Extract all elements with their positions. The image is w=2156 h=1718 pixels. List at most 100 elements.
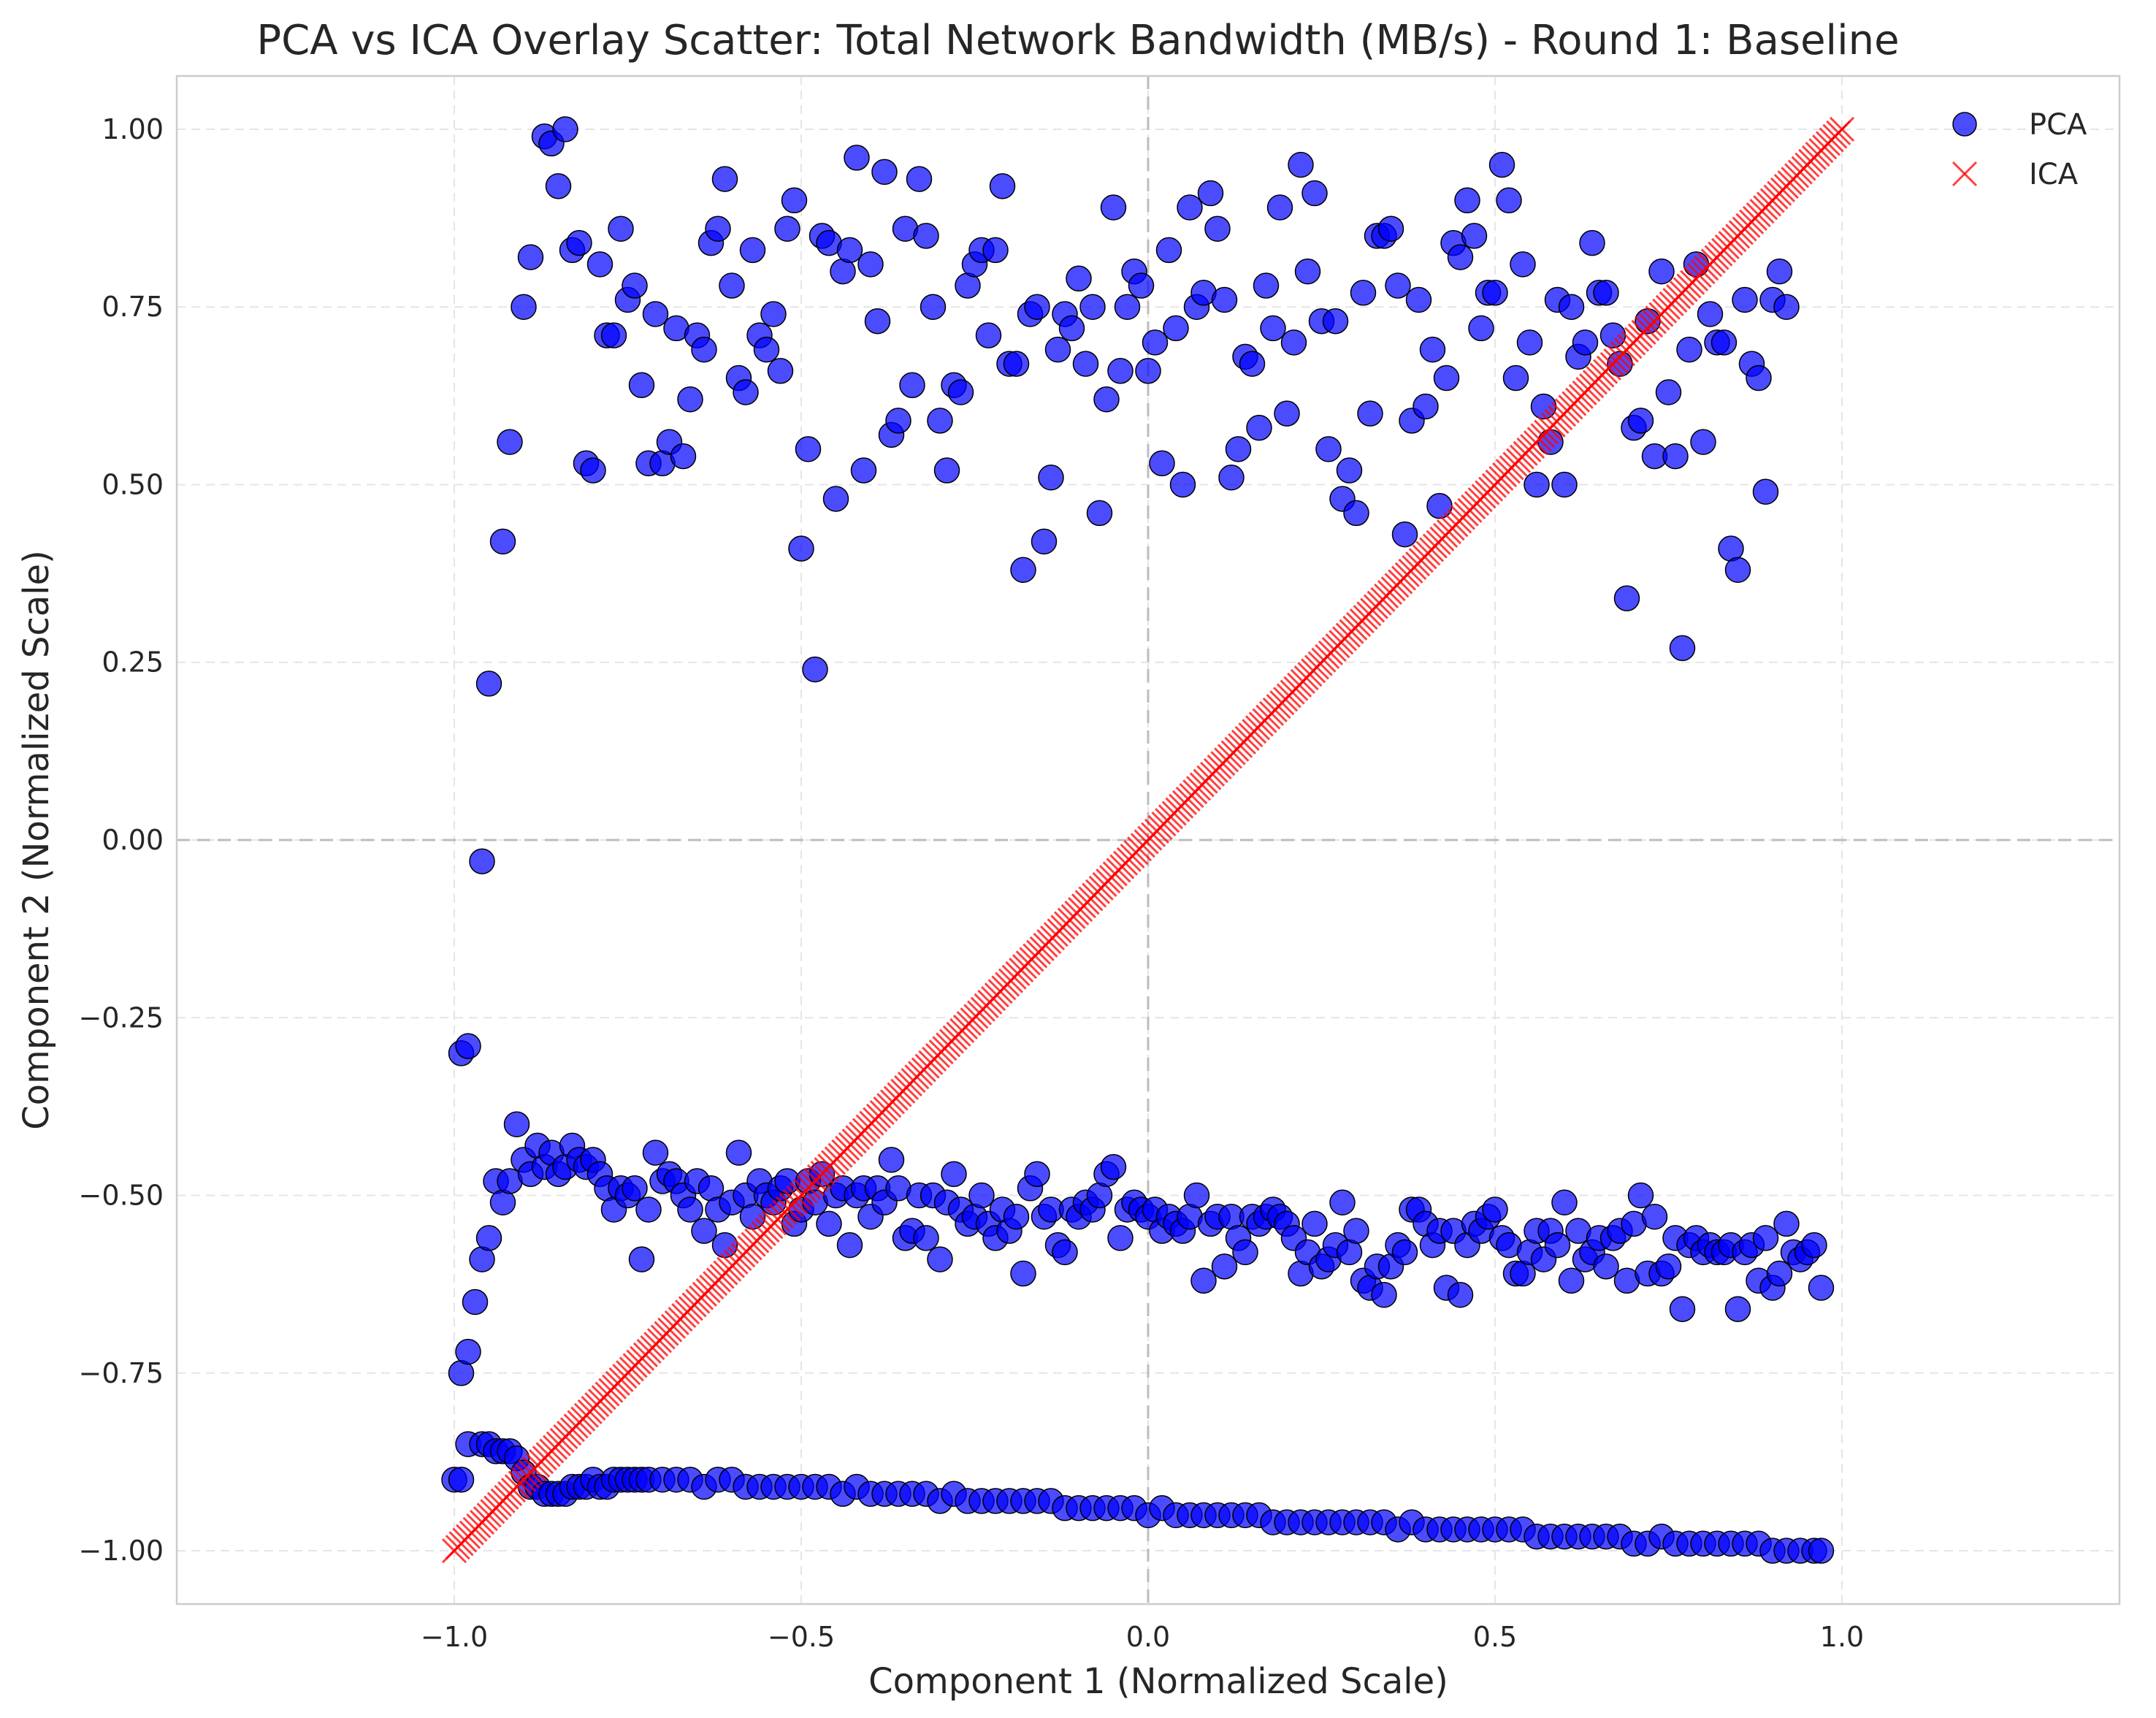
y-tick-label: 0.25 — [102, 646, 164, 679]
pca-point — [1627, 408, 1654, 434]
pca-point — [1024, 294, 1050, 320]
pca-point — [941, 1161, 967, 1188]
legend-ica-label: ICA — [2029, 158, 2079, 191]
pca-point — [795, 436, 822, 462]
pca-point — [1558, 1267, 1585, 1294]
pca-point — [760, 301, 787, 327]
pca-point — [1405, 286, 1432, 313]
pca-point — [1100, 194, 1127, 221]
pca-point — [788, 535, 814, 562]
pca-point — [1301, 1210, 1328, 1237]
y-tick-label: −1.00 — [79, 1535, 164, 1567]
pca-point — [1357, 400, 1383, 427]
pca-point — [489, 528, 516, 555]
pca-point — [1454, 187, 1480, 214]
pca-point — [691, 336, 717, 363]
pca-point — [1391, 521, 1418, 548]
pca-point — [857, 251, 884, 278]
pca-point — [1447, 1281, 1474, 1308]
pca-point — [1724, 557, 1751, 584]
pca-point — [878, 1147, 905, 1173]
pca-point — [947, 379, 974, 405]
pca-point — [511, 294, 537, 320]
pca-point — [475, 671, 502, 697]
pca-point — [628, 1246, 655, 1272]
pca-point — [566, 229, 592, 256]
pca-point — [982, 237, 1009, 264]
pca-point — [927, 408, 953, 434]
pca-point — [719, 272, 745, 299]
pca-point — [1066, 265, 1092, 292]
pca-point — [462, 1288, 489, 1316]
pca-point — [1163, 315, 1189, 342]
pca-point — [1003, 1203, 1030, 1230]
pca-point — [802, 656, 828, 683]
legend-pca-label: PCA — [2029, 108, 2087, 142]
pca-point — [1204, 215, 1231, 242]
pca-point — [1010, 1260, 1036, 1287]
pca-point — [622, 1175, 648, 1202]
pca-point — [1232, 1239, 1258, 1266]
pca-point — [1253, 272, 1280, 299]
pca-point — [836, 237, 863, 264]
pca-point — [1038, 465, 1064, 491]
pca-point — [1482, 1196, 1508, 1223]
pca-point — [1177, 194, 1203, 221]
pca-point — [1746, 364, 1772, 392]
pca-point — [1086, 500, 1113, 527]
y-tick-label: −0.50 — [79, 1180, 164, 1212]
pca-point — [725, 1139, 752, 1166]
pca-point — [670, 443, 697, 470]
pca-point — [1010, 557, 1036, 584]
pca-point — [1697, 301, 1724, 327]
pca-point — [1413, 393, 1439, 420]
pca-point — [642, 301, 669, 327]
y-axis-label: Component 2 (Normalized Scale) — [16, 550, 57, 1130]
pca-point — [1710, 329, 1738, 356]
pca-point — [1301, 180, 1328, 207]
y-tick-label: 0.50 — [102, 468, 164, 500]
pca-point — [691, 1218, 717, 1244]
pca-point — [733, 379, 759, 405]
pca-point — [1426, 492, 1453, 519]
pca-point — [1593, 1253, 1619, 1280]
pca-point — [1690, 429, 1716, 455]
pca-point — [1058, 315, 1085, 342]
pca-point — [1128, 272, 1155, 299]
pca-point — [469, 848, 495, 874]
pca-point — [1079, 294, 1106, 320]
pca-point — [913, 223, 939, 249]
pca-point — [781, 187, 808, 214]
pca-point — [1516, 329, 1543, 356]
pca-point — [1003, 351, 1030, 377]
pca-point — [1419, 336, 1446, 363]
pca-point — [1343, 500, 1369, 527]
pca-point — [913, 1225, 939, 1251]
pca-point — [1225, 436, 1252, 462]
pca-point — [552, 116, 578, 142]
pca-point — [1558, 294, 1585, 320]
pca-point — [1246, 414, 1272, 441]
pca-point — [1482, 280, 1508, 306]
pca-point — [475, 1225, 502, 1251]
pca-point — [628, 372, 655, 399]
pca-point — [871, 159, 898, 186]
pca-point — [455, 1033, 481, 1059]
chart-title: PCA vs ICA Overlay Scatter: Total Networ… — [256, 17, 1899, 64]
pca-point — [517, 244, 544, 270]
pca-point — [1211, 286, 1238, 313]
x-tick-labels: −1.0 −0.5 0.0 0.5 1.0 — [421, 1621, 1864, 1653]
pca-point — [844, 145, 870, 171]
pca-point — [850, 457, 877, 484]
pca-point — [1579, 229, 1605, 256]
pca-point — [1218, 465, 1245, 491]
pca-point — [968, 1182, 995, 1209]
pca-point — [1447, 244, 1474, 270]
pca-point — [1391, 1239, 1418, 1266]
pca-point — [864, 308, 891, 335]
y-tick-label: −0.25 — [79, 1001, 164, 1034]
y-tick-labels: 1.00 0.75 0.50 0.25 0.00 −0.25 −0.50 −0.75 −1.00 — [79, 113, 164, 1567]
pca-point — [899, 372, 925, 399]
pca-point — [705, 215, 731, 242]
